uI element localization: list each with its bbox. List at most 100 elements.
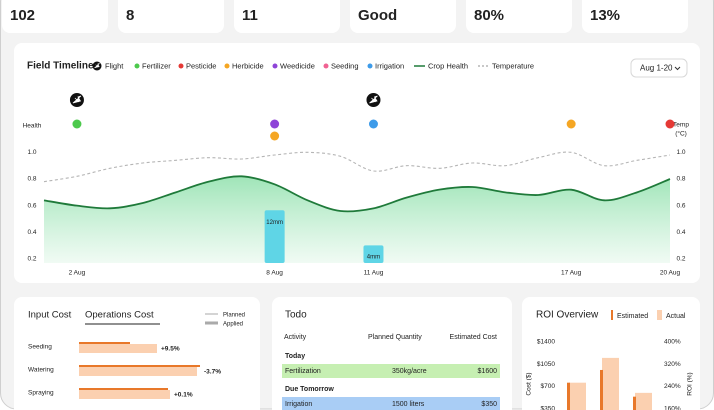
event-dot: [566, 119, 576, 129]
y2-tick-label: 0.4: [676, 229, 685, 236]
x-tick-label: 2 Aug: [69, 270, 86, 277]
todo-cell: $1600: [478, 368, 498, 375]
stat-value: 13%: [590, 7, 620, 24]
stat-value: 8: [126, 7, 134, 24]
legend-swatch: [205, 321, 218, 325]
todo-row[interactable]: [282, 364, 500, 378]
legend-dot: [224, 63, 230, 69]
todo-cell: 350kg/acre: [392, 368, 427, 375]
y-tick-label: 0.4: [27, 229, 36, 236]
legend-dot: [367, 63, 373, 69]
flight-event-plane: [72, 95, 82, 104]
cost-chart: Input Cost Operations Cost Planned Applied S…: [28, 310, 245, 399]
irrigation-label: 12mm: [266, 220, 283, 226]
estimated-bar: [567, 382, 570, 410]
stat-value: Good: [358, 7, 397, 24]
row-label: Watering: [28, 367, 54, 374]
column-header: Estimated Cost: [450, 334, 498, 341]
planned-bar: [79, 388, 168, 390]
y2-tick-label: 320%: [664, 361, 681, 368]
stat-card: [350, 0, 456, 33]
event-dot: [270, 131, 280, 141]
group-label: Due Tomorrow: [285, 386, 334, 393]
change-label: +9.5%: [161, 346, 180, 353]
range-dropdown[interactable]: [630, 58, 688, 78]
x-tick-label: 11 Aug: [364, 270, 384, 277]
legend-swatch: [205, 313, 218, 315]
cost-tab[interactable]: Input Cost: [28, 310, 72, 321]
planned-bar: [79, 365, 200, 367]
legend-icon-plane: [94, 63, 100, 69]
event-dot: [72, 119, 82, 129]
legend-label: Weedicide: [280, 61, 315, 70]
y2-tick-label: 0.2: [676, 256, 685, 263]
stat-card: [582, 0, 688, 33]
applied-bar: [79, 344, 157, 353]
legend-label: Temperature: [492, 61, 534, 70]
y2-tick-label: 400%: [664, 339, 681, 346]
stat-cards: 102 8 11 Good 80% 13%: [2, 0, 688, 33]
todo-cell: Irrigation: [285, 401, 312, 408]
irrigation-bar: [264, 210, 285, 263]
y-axis-label: Cost ($): [526, 372, 533, 395]
y-tick-label: $700: [541, 383, 556, 390]
timeline-title: Field Timeline: [27, 61, 94, 72]
legend-label: Flight: [105, 61, 124, 70]
stat-value: 102: [10, 7, 35, 24]
timeline-chart: Flight Fertilizer Pesticide Herbicide Weedic…: [23, 61, 690, 276]
todo-row[interactable]: [282, 397, 500, 410]
roi-panel: [522, 297, 700, 410]
health-area: [44, 176, 670, 263]
y2-tick-label: 0.8: [676, 176, 685, 183]
todo-title: Todo: [285, 310, 307, 321]
y-tick-label: $1050: [537, 361, 555, 368]
event-dot: [665, 119, 675, 129]
legend-label: Irrigation: [375, 61, 404, 70]
health-line: [43, 175, 671, 213]
y2-tick-label: 240%: [664, 383, 681, 390]
legend-dot: [134, 63, 140, 69]
todo-cell: $350: [481, 401, 497, 408]
change-label: -3.7%: [204, 369, 221, 376]
roi-chart: ROI Overview Estimated Actual $1400 $1050 $70…: [526, 310, 694, 410]
cost-tab[interactable]: Operations Cost: [85, 310, 154, 321]
actual-bar: [602, 357, 619, 410]
legend-label: Actual: [666, 313, 686, 320]
todo-table: Todo Activity Planned Quantity Estimated Co…: [282, 310, 500, 410]
todo-cell: 1500 liters: [392, 401, 425, 408]
range-label[interactable]: Aug 1-20: [640, 64, 673, 73]
y-tick-label: $350: [541, 405, 556, 410]
todo-panel: [272, 297, 512, 410]
x-tick-label: 8 Aug: [266, 270, 283, 277]
legend-label: Pesticide: [186, 61, 216, 70]
legend-label: Crop Health: [428, 61, 468, 70]
legend-label: Fertilizer: [142, 61, 171, 70]
legend-dot: [272, 63, 278, 69]
row-label: Seeding: [28, 344, 52, 351]
flight-event-plane: [369, 95, 378, 104]
y2-tick-label: 1.0: [676, 149, 685, 156]
y-tick-label: 0.6: [27, 202, 36, 209]
stat-value: 11: [242, 7, 258, 24]
stat-card: [2, 0, 108, 33]
irrigation-bar: [363, 245, 384, 263]
y-tick-label: $1400: [537, 339, 555, 346]
legend-label: Estimated: [617, 313, 648, 320]
applied-bar: [79, 367, 197, 376]
change-label: +0.1%: [174, 392, 193, 399]
y2-tick-label: 160%: [664, 405, 681, 410]
actual-bar: [569, 382, 586, 410]
y2-axis-label: ROI (%): [687, 372, 694, 395]
stat-card: [234, 0, 340, 33]
row-label: Spraying: [28, 390, 54, 397]
x-tick-label: 20 Aug: [660, 270, 681, 277]
column-header: Activity: [284, 334, 307, 341]
event-dot: [368, 119, 378, 129]
cost-panel: [14, 297, 260, 410]
legend-swatch: [657, 310, 662, 320]
y2-tick-label: 0.6: [676, 202, 685, 209]
group-label: Today: [285, 353, 305, 360]
actual-bar: [635, 392, 652, 410]
event-dot: [270, 119, 280, 129]
